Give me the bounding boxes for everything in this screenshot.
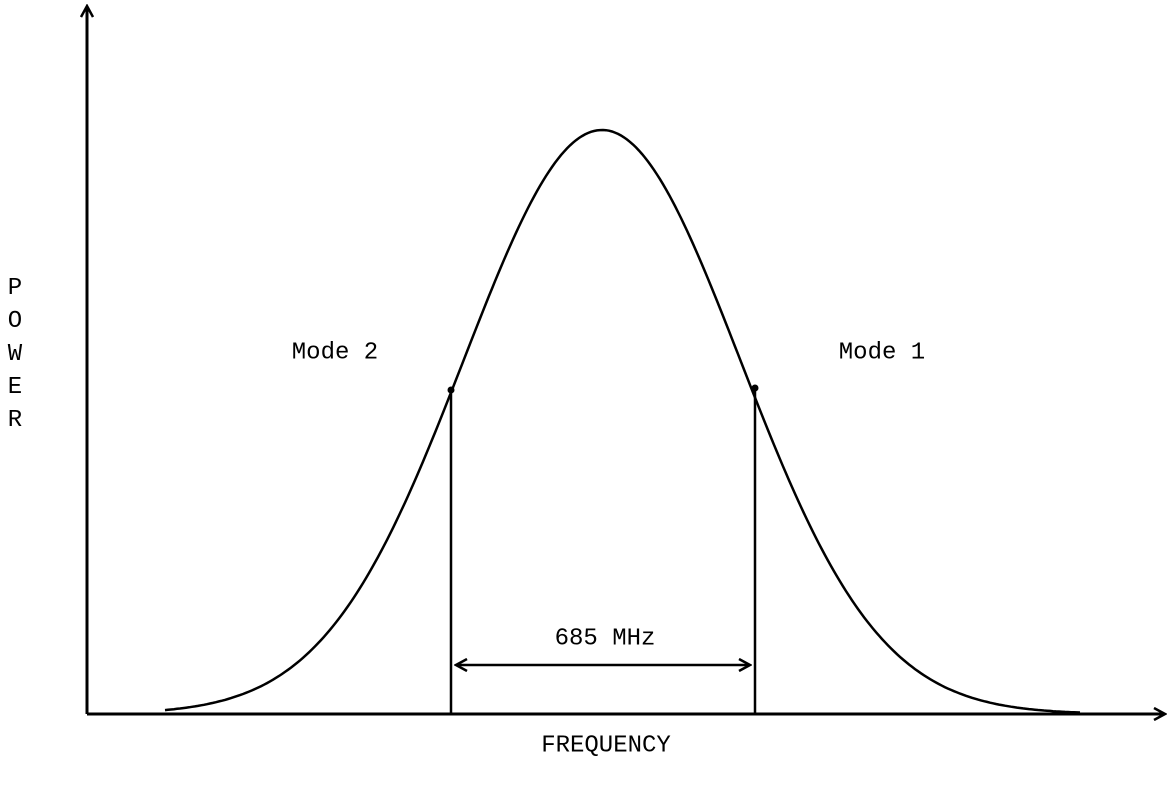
x-axis-label: FREQUENCY xyxy=(541,732,671,759)
mode-point xyxy=(751,384,759,392)
gaussian-curve xyxy=(164,128,1081,714)
mode-label: Mode 1 xyxy=(839,339,925,366)
mode-point xyxy=(447,386,455,394)
y-axis-label: POWER xyxy=(7,275,23,434)
mode-label: Mode 2 xyxy=(292,339,378,366)
spacing-label: 685 MHz xyxy=(555,625,656,652)
